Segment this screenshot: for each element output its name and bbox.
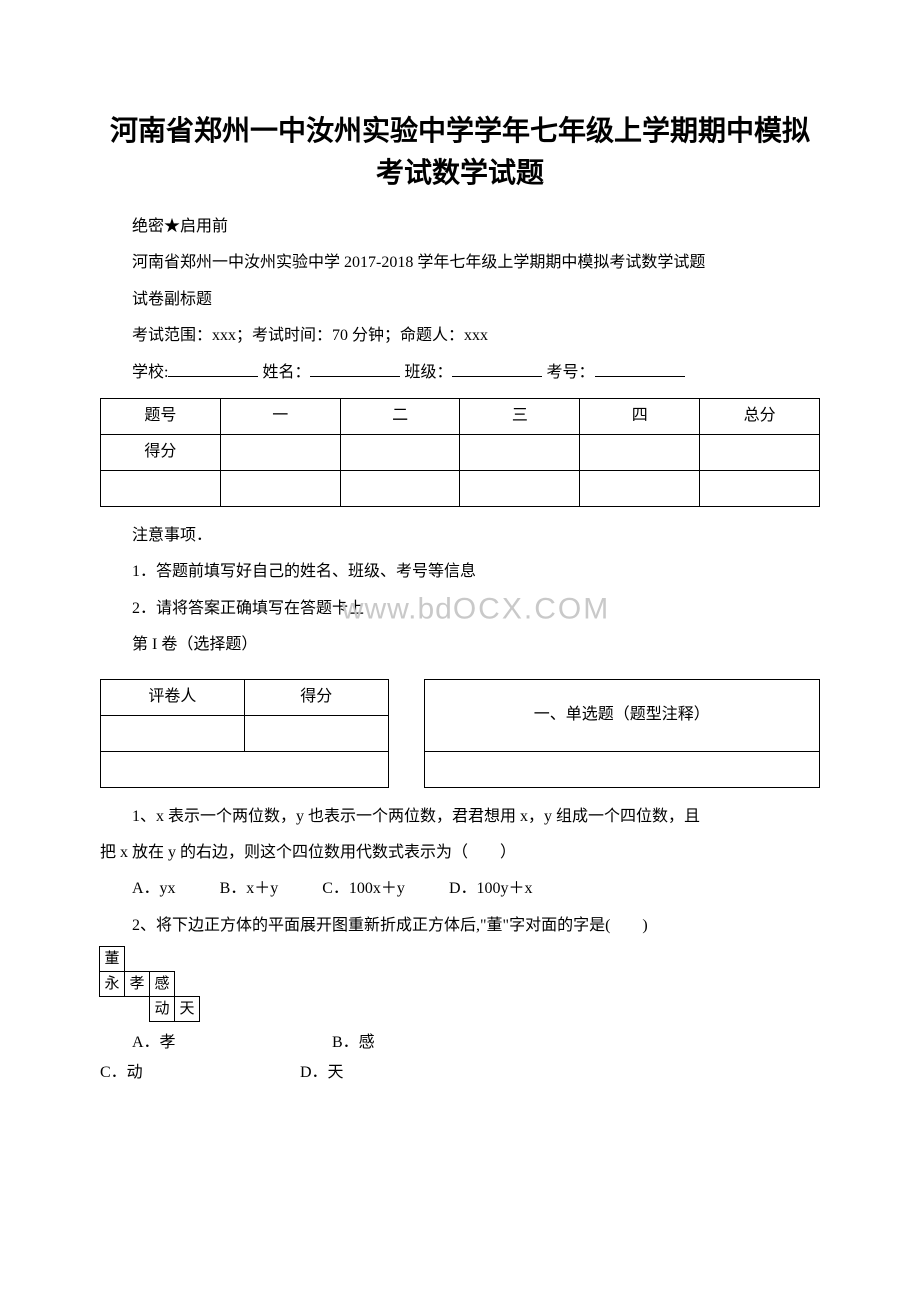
scope-line: 考试范围：xxx；考试时间：70 分钟；命题人：xxx — [100, 321, 820, 351]
score-cell[interactable] — [700, 434, 820, 470]
header-col-2: 二 — [340, 398, 460, 434]
score-cell[interactable] — [340, 434, 460, 470]
score-cell[interactable] — [220, 434, 340, 470]
score-summary-table: 题号 一 二 三 四 总分 得分 — [100, 398, 820, 507]
field-school[interactable] — [168, 359, 258, 377]
empty-cell — [580, 470, 700, 506]
header-col-1: 一 — [220, 398, 340, 434]
table-row: 得分 — [101, 434, 820, 470]
q1-option-a[interactable]: A．yx — [132, 880, 176, 897]
empty-cell — [220, 470, 340, 506]
q1-text-line-a: 1、x 表示一个两位数，y 也表示一个两位数，君君想用 x，y 组成一个四位数，… — [100, 802, 820, 832]
q1-options: A．yx B．x＋y C．100x＋y D．100y＋x — [100, 874, 820, 904]
header-total: 总分 — [700, 398, 820, 434]
row-label-score: 得分 — [101, 434, 221, 470]
empty-cell — [340, 470, 460, 506]
spacer-cell — [388, 679, 424, 787]
q2-option-d[interactable]: D．天 — [300, 1064, 344, 1081]
header-score: 得分 — [244, 679, 388, 715]
label-examno: 考号： — [546, 364, 594, 381]
table-row: 评卷人 得分 一、单选题（题型注释） — [101, 679, 820, 715]
q2-options-row-2: C．动 D．天 — [100, 1058, 820, 1088]
q2-option-b[interactable]: B．感 — [332, 1034, 375, 1051]
header-question-no: 题号 — [101, 398, 221, 434]
table-row: 题号 一 二 三 四 总分 — [101, 398, 820, 434]
section-1-label: 第 I 卷（选择题） — [100, 630, 820, 660]
q1-option-b[interactable]: B．x＋y — [220, 880, 279, 897]
q2-options-row-1: A．孝 B．感 — [100, 1028, 820, 1058]
label-school: 学校: — [132, 364, 168, 381]
empty-cell — [700, 470, 820, 506]
net-cell: 孝 — [124, 971, 150, 997]
field-class[interactable] — [452, 359, 542, 377]
net-cell: 动 — [149, 996, 175, 1022]
notice-item-2: 2．请将答案正确填写在答题卡上 — [132, 600, 364, 617]
field-name[interactable] — [310, 359, 400, 377]
page-title: 河南省郑州一中汝州实验中学学年七年级上学期期中模拟考试数学试题 — [100, 110, 820, 194]
q1-text-line-b: 把 x 放在 y 的右边，则这个四位数用代数式表示为（ ） — [100, 838, 820, 868]
q2-option-a[interactable]: A．孝 — [132, 1034, 176, 1051]
net-cell: 感 — [149, 971, 175, 997]
student-info-line: 学校: 姓名： 班级： 考号： — [100, 358, 820, 388]
field-examno[interactable] — [595, 359, 685, 377]
section-type-title: 一、单选题（题型注释） — [424, 679, 819, 751]
net-spacer — [124, 996, 150, 1022]
net-cell: 董 — [99, 946, 125, 972]
score-cell[interactable] — [460, 434, 580, 470]
secrecy-line: 绝密★启用前 — [100, 212, 820, 242]
q1-option-c[interactable]: C．100x＋y — [322, 880, 405, 897]
cube-net-figure: 董 永 孝 感 动 天 — [100, 947, 820, 1022]
notice-heading: 注意事项． — [100, 521, 820, 551]
table-row — [101, 470, 820, 506]
score-cell[interactable] — [244, 715, 388, 751]
net-cell: 天 — [174, 996, 200, 1022]
empty-cell — [460, 470, 580, 506]
q1-option-d[interactable]: D．100y＋x — [449, 880, 533, 897]
empty-cell — [424, 751, 819, 787]
empty-cell — [101, 470, 221, 506]
q2-text: 2、将下边正方体的平面展开图重新折成正方体后,"董"字对面的字是( ) — [100, 911, 820, 941]
header-grader: 评卷人 — [101, 679, 245, 715]
notice-item-1: 1．答题前填写好自己的姓名、班级、考号等信息 — [100, 557, 820, 587]
header-col-3: 三 — [460, 398, 580, 434]
net-cell: 永 — [99, 971, 125, 997]
q2-option-c[interactable]: C．动 — [100, 1064, 143, 1081]
subtitle-label: 试卷副标题 — [100, 285, 820, 315]
header-col-4: 四 — [580, 398, 700, 434]
full-title-line: 河南省郑州一中汝州实验中学 2017-2018 学年七年级上学期期中模拟考试数学… — [100, 248, 820, 278]
grader-cell[interactable] — [101, 715, 245, 751]
score-cell[interactable] — [580, 434, 700, 470]
net-spacer — [99, 996, 125, 1022]
table-row — [101, 751, 820, 787]
empty-cell — [101, 751, 389, 787]
grader-score-table: 评卷人 得分 一、单选题（题型注释） — [100, 679, 820, 788]
label-class: 班级： — [404, 364, 452, 381]
label-name: 姓名： — [262, 364, 310, 381]
